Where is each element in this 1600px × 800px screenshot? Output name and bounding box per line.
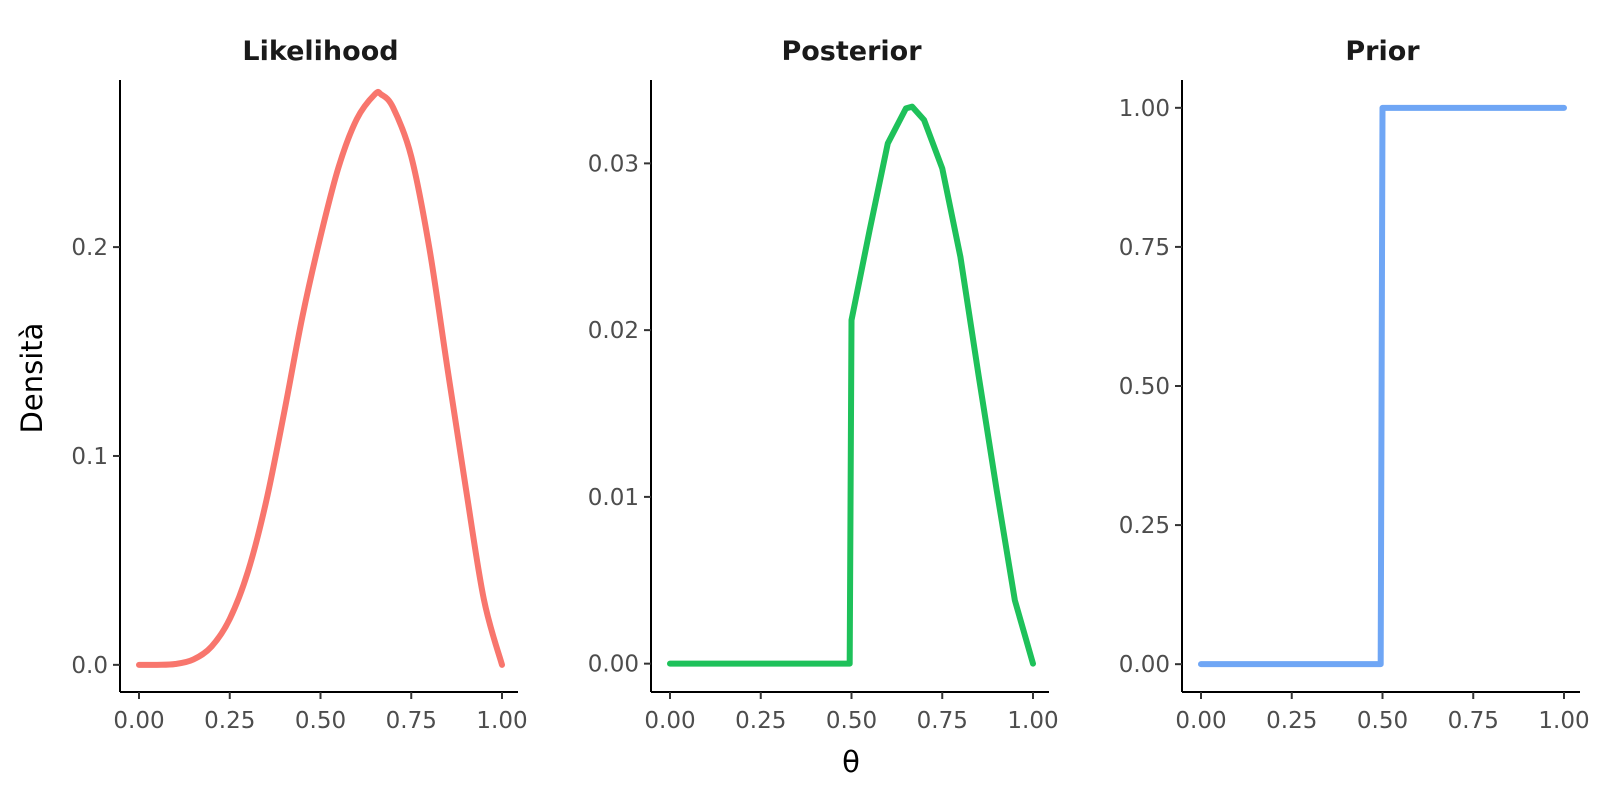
panel-title: Posterior [781, 36, 922, 67]
panel-title: Likelihood [242, 36, 398, 67]
panel-posterior: Posterior 0.00 0.01 0.02 0.03 0.00 0.25 0.50 0.7… [588, 36, 1059, 734]
y-tick-label: 0.1 [71, 444, 108, 470]
y-tick-label: 0.75 [1119, 235, 1170, 261]
x-tick-label: 0.00 [644, 708, 695, 734]
x-tick-label: 0.25 [735, 708, 786, 734]
x-tick-label: 0.00 [113, 708, 164, 734]
x-tick-label: 0.50 [1357, 708, 1408, 734]
x-tick-label: 1.00 [476, 708, 527, 734]
x-axis-title: θ [842, 745, 860, 779]
y-tick-label: 0.50 [1119, 374, 1170, 400]
x-tick-label: 0.00 [1175, 708, 1226, 734]
x-tick-label: 0.75 [917, 708, 968, 734]
x-tick-label: 0.75 [386, 708, 437, 734]
x-tick-label: 0.50 [295, 708, 346, 734]
x-tick-label: 1.00 [1007, 708, 1058, 734]
y-tick-label: 0.0 [71, 653, 108, 679]
x-tick-label: 0.75 [1448, 708, 1499, 734]
y-tick-label: 0.00 [1119, 652, 1170, 678]
y-tick-label: 0.25 [1119, 513, 1170, 539]
series-line [667, 103, 1036, 667]
x-tick-label: 0.50 [826, 708, 877, 734]
series-line [1198, 104, 1567, 668]
y-tick-label: 0.00 [588, 652, 639, 678]
y-tick-label: 1.00 [1119, 96, 1170, 122]
x-tick-label: 1.00 [1538, 708, 1589, 734]
y-tick-label: 0.2 [71, 235, 108, 261]
y-tick-label: 0.02 [588, 318, 639, 344]
panel-likelihood: Likelihood 0.0 0.1 0.2 0.00 0.25 0.50 0.75 1.00 [71, 36, 527, 734]
y-tick-label: 0.01 [588, 485, 639, 511]
panel-title: Prior [1345, 36, 1420, 67]
panel-prior: Prior 0.00 0.25 0.50 0.75 1.00 0.00 0.25 0.50 0.7… [1119, 36, 1590, 734]
x-tick-label: 0.25 [204, 708, 255, 734]
x-tick-label: 0.25 [1266, 708, 1317, 734]
y-tick-label: 0.03 [588, 151, 639, 177]
y-axis-title: Densità [15, 323, 49, 434]
series-line [136, 88, 505, 668]
